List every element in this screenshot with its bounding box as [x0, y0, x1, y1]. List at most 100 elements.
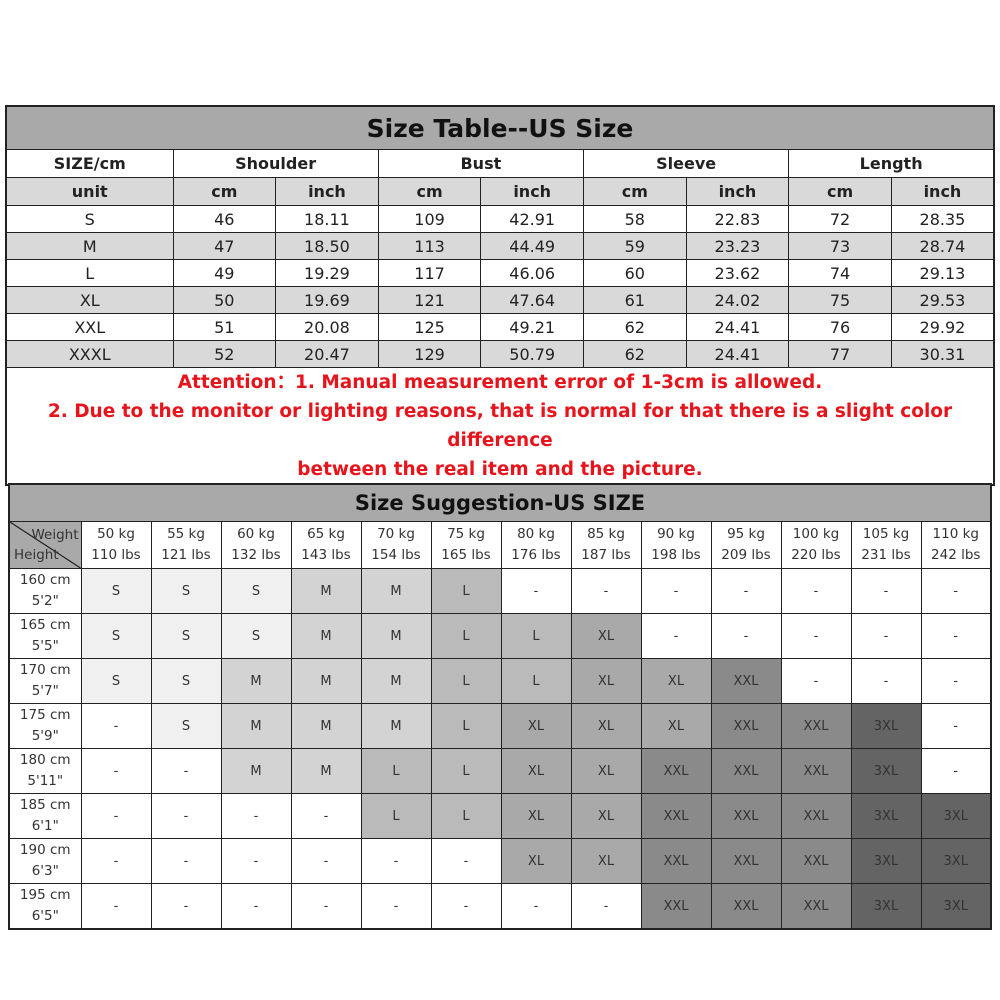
table-cell: 73 [788, 232, 892, 260]
weight-kg: 90 kg [657, 526, 695, 542]
size-cell: - [360, 883, 432, 930]
size-cell: 3XL [850, 703, 922, 749]
weight-header-cell: 95 kg 209 lbs [710, 521, 782, 569]
unit-cell: inch [480, 177, 584, 206]
height-ft: 5'9" [31, 728, 59, 744]
table-cell: M [5, 232, 174, 260]
height-ft: 6'1" [31, 818, 59, 834]
table-cell: 109 [377, 205, 482, 233]
suggestion-table-title: Size Suggestion-US SIZE [8, 483, 992, 522]
diagonal-divider [10, 522, 81, 568]
size-cell: - [640, 613, 712, 659]
size-cell: - [80, 703, 152, 749]
size-cell: XXL [780, 748, 852, 794]
size-cell: - [920, 613, 992, 659]
weight-header-cell: 100 kg 220 lbs [780, 521, 852, 569]
height-cell: 180 cm 5'11" [8, 748, 82, 794]
table-cell: 47.64 [480, 286, 584, 314]
size-cell: XXL [780, 883, 852, 930]
size-cell: S [150, 568, 222, 614]
size-cell: 3XL [920, 838, 992, 884]
weight-header-cell: 65 kg 143 lbs [290, 521, 362, 569]
size-suggestion-table: Size Suggestion-US SIZE Weight Height 50… [8, 483, 992, 930]
size-cell: - [430, 838, 502, 884]
size-cell: - [80, 883, 152, 930]
size-table-header: SIZE/cm Shoulder Bust Sleeve Length [5, 149, 995, 178]
size-cell: - [500, 883, 572, 930]
size-cell: L [500, 613, 572, 659]
size-cell: 3XL [920, 883, 992, 930]
table-cell: 28.35 [890, 205, 995, 233]
height-cm: 165 cm [19, 617, 71, 633]
size-cell: XXL [780, 793, 852, 839]
weight-header-cell: 110 kg 242 lbs [920, 521, 992, 569]
table-cell: 23.62 [685, 259, 790, 287]
weight-lbs: 187 lbs [581, 547, 631, 563]
weight-header-cell: 105 kg 231 lbs [850, 521, 922, 569]
size-cell: - [430, 883, 502, 930]
table-cell: 46.06 [480, 259, 584, 287]
header-cell: Sleeve [582, 149, 790, 178]
size-cell: L [430, 793, 502, 839]
weight-header-cell: 85 kg 187 lbs [570, 521, 642, 569]
size-cell: S [80, 658, 152, 704]
size-cell: S [80, 613, 152, 659]
size-cell: - [920, 703, 992, 749]
size-cell: XXL [710, 793, 782, 839]
table-cell: L [5, 259, 174, 287]
table-row: XXXL 52 20.47 129 50.79 62 24.41 77 30.31 [5, 340, 995, 368]
size-cell: XXL [710, 883, 782, 930]
size-cell: - [80, 793, 152, 839]
suggestion-row: 170 cm 5'7" S S M M M L L XL XL XXL - - - [8, 658, 992, 704]
weight-kg: 65 kg [307, 526, 345, 542]
table-cell: 72 [788, 205, 892, 233]
size-cell: - [80, 748, 152, 794]
table-row: XXL 51 20.08 125 49.21 62 24.41 76 29.92 [5, 313, 995, 341]
table-row: L 49 19.29 117 46.06 60 23.62 74 29.13 [5, 259, 995, 287]
weight-header-row: Weight Height 50 kg 110 lbs 55 kg 121 lbs 60… [8, 521, 992, 569]
size-cell: - [290, 883, 362, 930]
table-cell: S [5, 205, 174, 233]
height-cell: 185 cm 6'1" [8, 793, 82, 839]
size-cell: XL [570, 658, 642, 704]
size-cell: L [430, 613, 502, 659]
weight-lbs: 198 lbs [651, 547, 701, 563]
table-cell: 22.83 [685, 205, 790, 233]
size-cell: - [780, 658, 852, 704]
table-cell: 113 [377, 232, 482, 260]
table-cell: 49 [172, 259, 277, 287]
size-table-title: Size Table--US Size [5, 105, 995, 150]
weight-kg: 80 kg [517, 526, 555, 542]
note-line-2: 2. Due to the monitor or lighting reason… [47, 401, 953, 451]
size-cell: - [920, 568, 992, 614]
corner-height-label: Height [14, 547, 59, 563]
weight-lbs: 209 lbs [721, 547, 771, 563]
table-cell: 28.74 [890, 232, 995, 260]
suggestion-row: 185 cm 6'1" - - - - L L XL XL XXL XXL XXL 3XL 3XL [8, 793, 992, 839]
size-cell: 3XL [850, 793, 922, 839]
unit-cell: unit [5, 177, 174, 206]
size-cell: M [360, 658, 432, 704]
size-cell: - [710, 613, 782, 659]
size-cell: - [850, 568, 922, 614]
unit-cell: cm [377, 177, 482, 206]
table-row: M 47 18.50 113 44.49 59 23.23 73 28.74 [5, 232, 995, 260]
height-cm: 195 cm [19, 887, 71, 903]
header-cell: Bust [377, 149, 585, 178]
height-cell: 160 cm 5'2" [8, 568, 82, 614]
unit-cell: inch [890, 177, 995, 206]
table-cell: 42.91 [480, 205, 584, 233]
size-cell: XL [500, 703, 572, 749]
table-cell: 29.92 [890, 313, 995, 341]
size-cell: - [220, 793, 292, 839]
size-cell: - [150, 883, 222, 930]
size-cell: M [290, 568, 362, 614]
corner-weight-label: Weight [31, 527, 79, 543]
table-cell: 62 [583, 340, 687, 368]
table-cell: 18.11 [275, 205, 379, 233]
weight-kg: 105 kg [862, 526, 910, 542]
height-cell: 190 cm 6'3" [8, 838, 82, 884]
weight-kg: 55 kg [167, 526, 205, 542]
header-cell: SIZE/cm [5, 149, 174, 178]
size-cell: 3XL [850, 883, 922, 930]
